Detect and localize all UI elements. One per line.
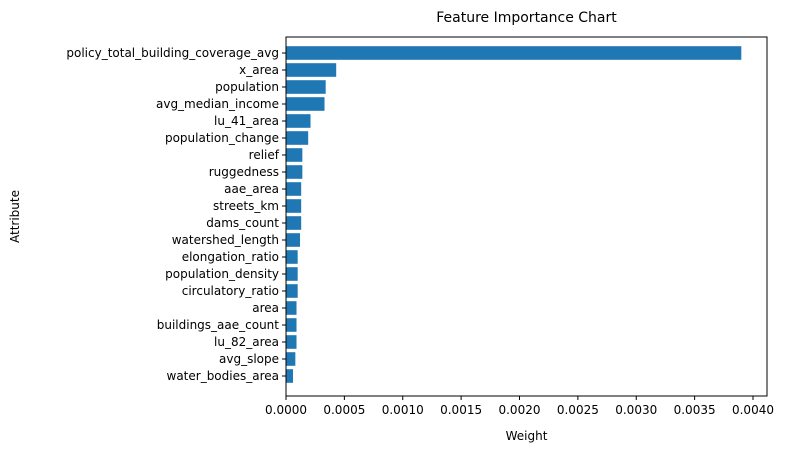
y-tick-label: watershed_length <box>172 233 279 247</box>
bar-lu_41_area <box>286 114 311 128</box>
y-tick-label: dams_count <box>206 216 279 230</box>
y-tick-label: streets_km <box>213 199 279 213</box>
y-tick-label: lu_82_area <box>214 335 279 349</box>
chart-title: Feature Importance Chart <box>436 10 617 26</box>
y-tick-label: population_change <box>165 131 279 145</box>
x-tick-label: 0.0040 <box>732 403 774 417</box>
x-tick-label: 0.0025 <box>557 403 599 417</box>
x-tick-label: 0.0000 <box>265 403 307 417</box>
bar-x_area <box>286 63 337 77</box>
bar-relief <box>286 148 303 162</box>
y-tick-label: relief <box>249 148 280 162</box>
y-tick-label: elongation_ratio <box>182 250 279 264</box>
bars-group <box>286 46 742 383</box>
y-tick-label: x_area <box>239 63 279 77</box>
x-tick-label: 0.0015 <box>440 403 482 417</box>
bar-avg_slope <box>286 352 296 366</box>
y-tick-label: circulatory_ratio <box>182 284 279 298</box>
x-tick-label: 0.0030 <box>615 403 657 417</box>
y-tick-label: water_bodies_area <box>167 369 280 383</box>
bar-watershed_length <box>286 233 301 247</box>
bar-elongation_ratio <box>286 250 298 264</box>
x-axis-ticks: 0.0000 0.0005 0.0010 0.0015 0.0020 0.0025 0.00… <box>265 396 774 417</box>
x-axis-title: Weight <box>506 429 548 443</box>
y-tick-label: avg_slope <box>219 352 279 366</box>
bar-policy_total_building_coverage_avg <box>286 46 742 60</box>
y-tick-labels: policy_total_building_coverage_avg x_area… <box>66 46 286 383</box>
y-tick-label: population_density <box>165 267 279 281</box>
bar-avg_median_income <box>286 97 325 111</box>
y-tick-label: ruggedness <box>209 165 279 179</box>
y-tick-label: avg_median_income <box>156 97 279 111</box>
bar-ruggedness <box>286 165 303 179</box>
bar-population_change <box>286 131 309 145</box>
y-tick-label: population <box>215 80 279 94</box>
y-tick-label: aae_area <box>224 182 279 196</box>
bar-buildings_aae_count <box>286 318 297 332</box>
x-tick-label: 0.0010 <box>382 403 424 417</box>
bar-population <box>286 80 326 94</box>
bar-aae_area <box>286 182 302 196</box>
bar-area <box>286 301 297 315</box>
y-tick-label: buildings_aae_count <box>157 318 280 332</box>
x-tick-label: 0.0035 <box>674 403 716 417</box>
bar-water_bodies_area <box>286 369 294 383</box>
bar-lu_82_area <box>286 335 297 349</box>
y-tick-label: lu_41_area <box>214 114 279 128</box>
plot-frame <box>285 36 768 397</box>
y-axis-title: Attribute <box>8 190 22 243</box>
bar-population_density <box>286 267 298 281</box>
bar-dams_count <box>286 216 302 230</box>
x-tick-label: 0.0005 <box>323 403 365 417</box>
x-tick-label: 0.0020 <box>498 403 540 417</box>
bar-streets_km <box>286 199 302 213</box>
y-tick-label: policy_total_building_coverage_avg <box>66 46 279 60</box>
bar-circulatory_ratio <box>286 284 298 298</box>
y-tick-label: area <box>252 301 279 315</box>
